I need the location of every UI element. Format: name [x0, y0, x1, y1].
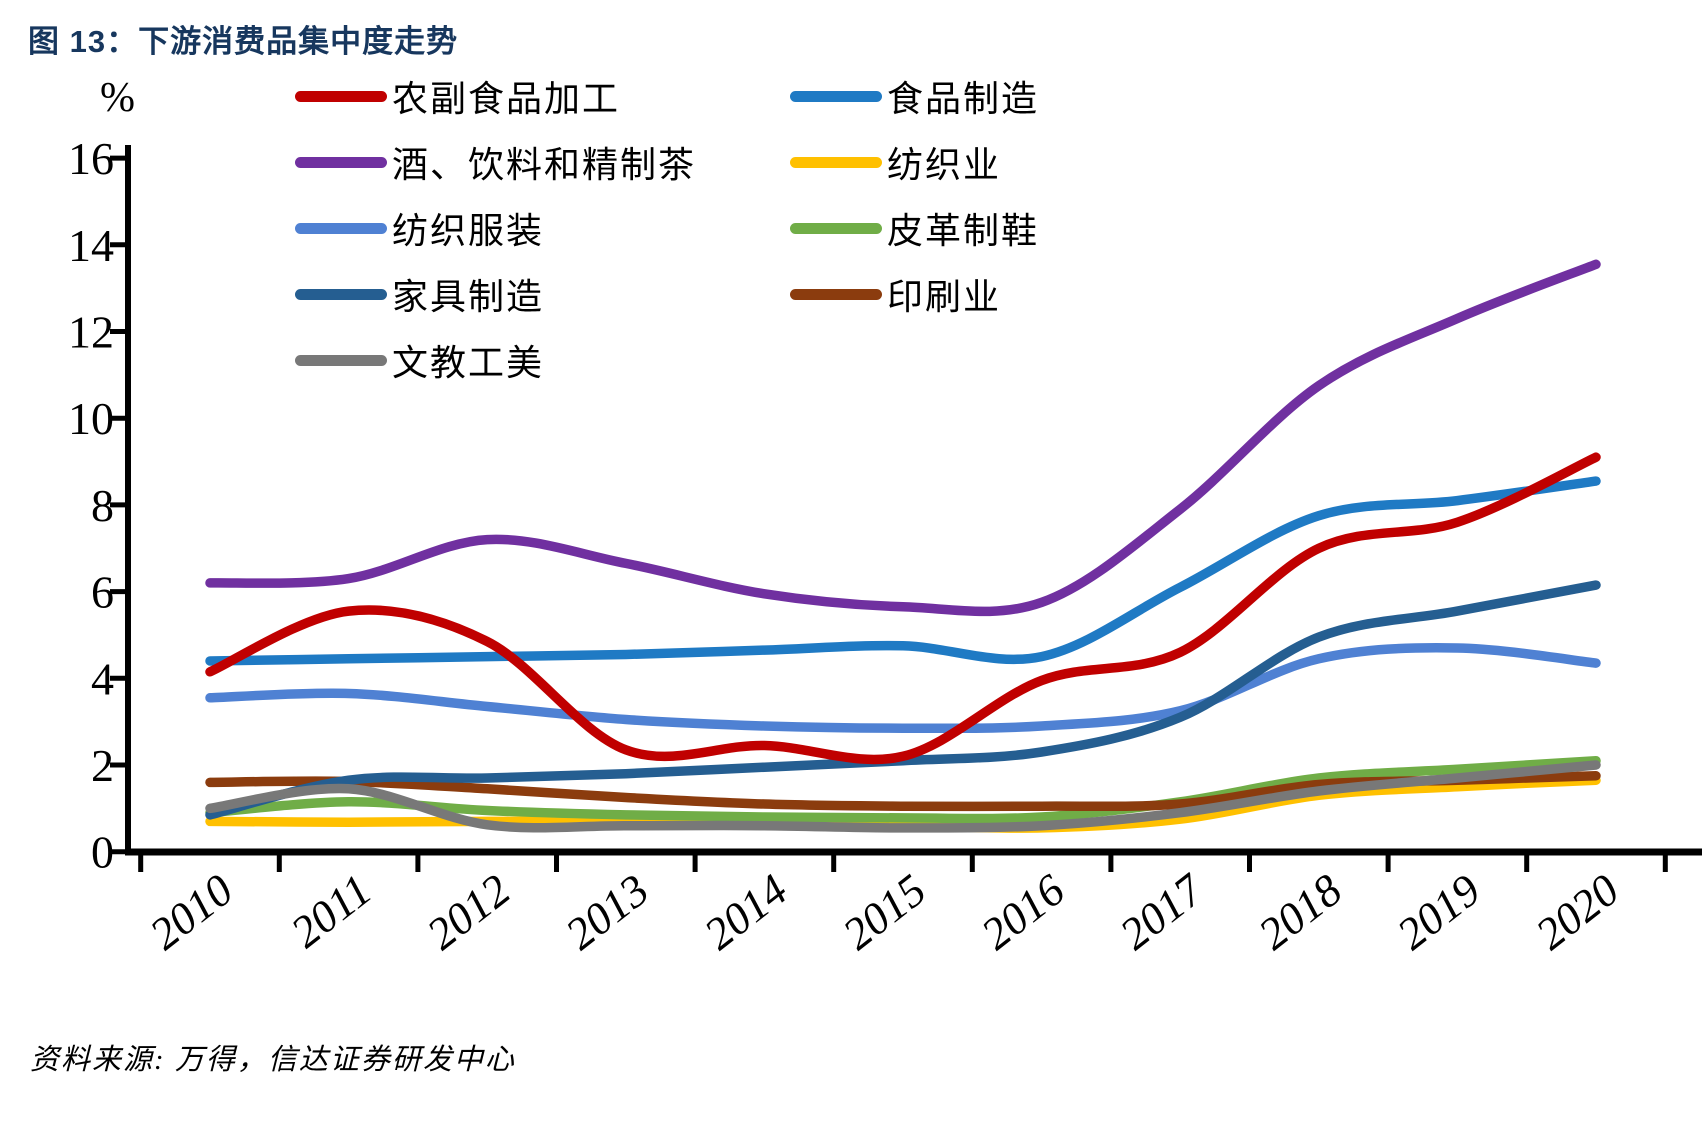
- x-axis-label: 2014: [695, 864, 797, 959]
- y-axis-label: 12: [68, 307, 114, 358]
- y-axis-label: 2: [91, 740, 114, 791]
- x-axis-label: 2020: [1526, 864, 1628, 959]
- source-text: 资料来源: 万得，信达证券研发中心: [30, 1044, 516, 1076]
- x-axis-label: 2019: [1388, 864, 1490, 959]
- figure-title: 图 13：下游消费品集中度走势: [28, 24, 459, 59]
- series-line-6: [205, 755, 1601, 824]
- x-axis-label: 2011: [282, 864, 381, 957]
- series-line-2: [205, 476, 1601, 666]
- x-axis-label: 2017: [1111, 863, 1215, 959]
- series-line-5: [205, 643, 1601, 734]
- y-axis-label: 8: [91, 480, 114, 531]
- y-axis-label: 4: [91, 653, 114, 704]
- series-line-1: [205, 452, 1601, 765]
- x-axis-label: 2010: [140, 864, 242, 959]
- y-axis-unit-label: %: [100, 75, 135, 121]
- series-line-3: [205, 259, 1601, 617]
- y-axis-label: 6: [91, 567, 114, 618]
- y-axis-label: 16: [68, 133, 114, 184]
- x-axis-label: 2012: [418, 864, 520, 959]
- x-axis-label: 2016: [972, 864, 1074, 959]
- x-axis-label: 2013: [556, 864, 658, 959]
- x-axis-label: 2018: [1249, 864, 1351, 959]
- y-axis-label: 10: [68, 393, 114, 444]
- y-axis-label: 0: [91, 827, 114, 878]
- y-axis-label: 14: [68, 220, 114, 271]
- series-line-9: [205, 760, 1601, 833]
- x-axis-label: 2015: [833, 864, 935, 959]
